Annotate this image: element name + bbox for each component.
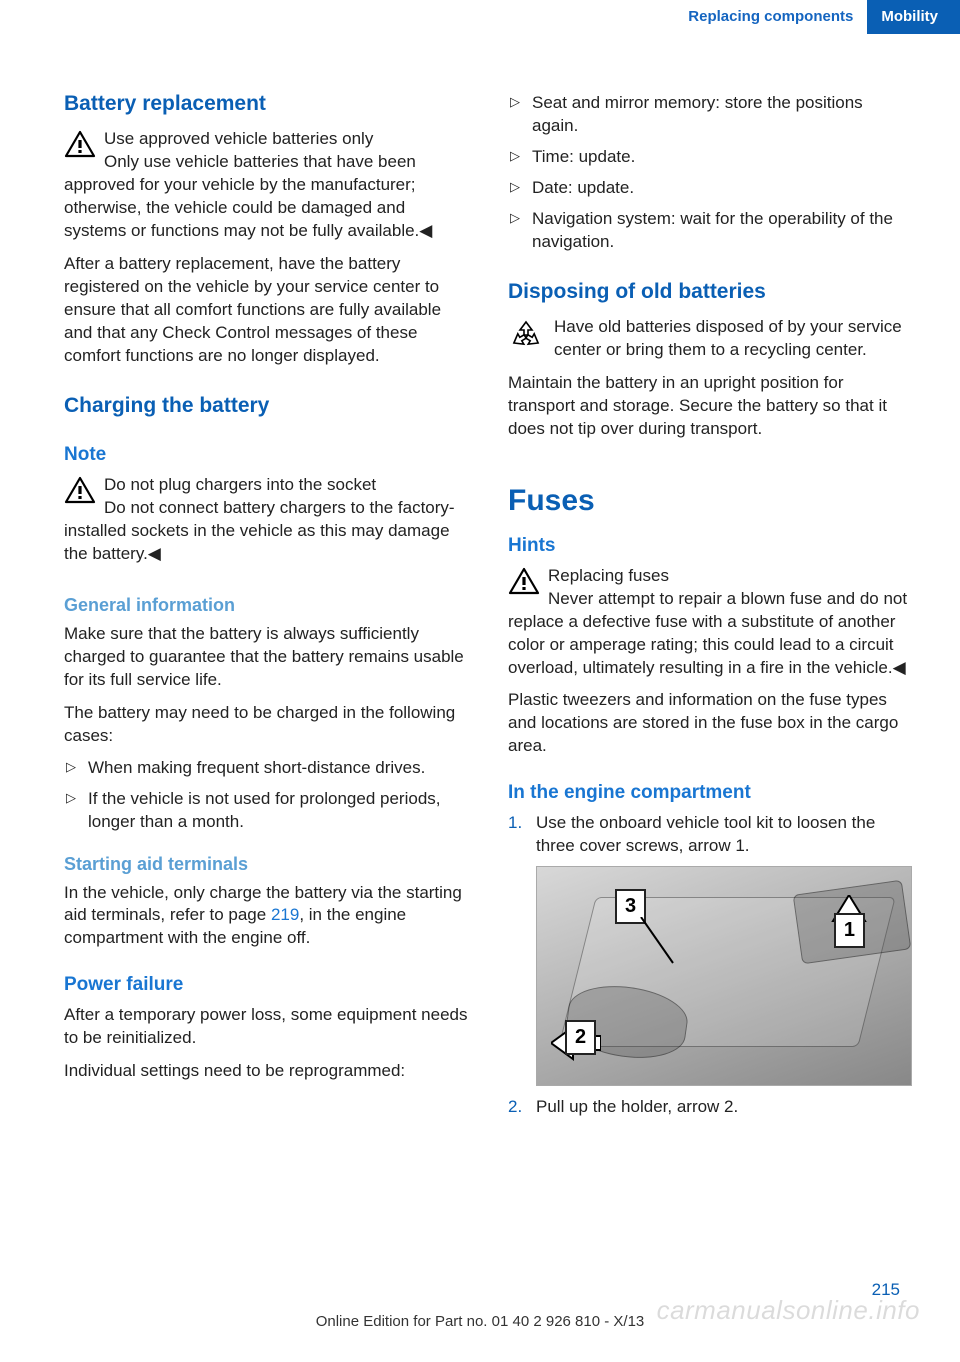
warning-replacing-fuses: Replacing fuses Never attempt to repair … [508, 565, 912, 680]
paragraph-dispose-1: Have old batteries disposed of by your s… [508, 316, 912, 362]
warning-title: Use approved vehicle batteries only [104, 129, 373, 148]
figure-engine-compartment: 1 2 3 [536, 866, 912, 1086]
breadcrumb-chapter: Mobility [867, 0, 960, 34]
paragraph-tweezers: Plastic tweezers and information on the … [508, 689, 912, 758]
paragraph-starting-aid: In the vehicle, only charge the battery … [64, 882, 468, 951]
left-column: Battery replacement Use approved vehicle… [64, 90, 468, 1127]
list-reprogram: Seat and mirror memory: store the positi… [508, 92, 912, 254]
heading-disposing-batteries: Disposing of old batteries [508, 278, 912, 306]
recycle-icon [508, 318, 544, 354]
paragraph-gen-2: The battery may need to be charged in th… [64, 702, 468, 748]
warning-body: Never attempt to repair a blown fuse and… [508, 589, 907, 677]
heading-battery-replacement: Battery replacement [64, 90, 468, 118]
step-text: Use the onboard vehicle tool kit to loos… [536, 813, 875, 855]
warning-approved-batteries: Use approved vehicle batteries only Only… [64, 128, 468, 243]
text-fragment: Have old batteries disposed of by your s… [554, 317, 902, 359]
warning-title: Replacing fuses [548, 566, 669, 585]
page-link-219[interactable]: 219 [271, 905, 299, 924]
heading-note: Note [64, 442, 468, 468]
heading-charging-battery: Charging the battery [64, 392, 468, 420]
paragraph-gen-1: Make sure that the battery is always suf… [64, 623, 468, 692]
list-item: Time: update. [532, 146, 912, 169]
figure-label-2: 2 [565, 1020, 596, 1055]
right-column: Seat and mirror memory: store the positi… [508, 90, 912, 1127]
pointer-3-icon [637, 917, 677, 967]
heading-hints: Hints [508, 533, 912, 559]
paragraph-power-1: After a temporary power loss, some equip… [64, 1004, 468, 1050]
heading-fuses: Fuses [508, 481, 912, 522]
page-body: Battery replacement Use approved vehicle… [0, 34, 960, 1127]
paragraph-register-battery: After a battery replacement, have the ba… [64, 253, 468, 368]
step-2: 2.Pull up the holder, arrow 2. [536, 1096, 912, 1119]
page-header: Replacing components Mobility [0, 0, 960, 34]
warning-title: Do not plug chargers into the socket [104, 475, 376, 494]
list-item: If the vehicle is not used for prolonged… [88, 788, 468, 834]
heading-general-information: General information [64, 593, 468, 617]
paragraph-dispose-2: Maintain the battery in an upright posit… [508, 372, 912, 441]
step-1: 1.Use the onboard vehicle tool kit to lo… [536, 812, 912, 1086]
list-charge-cases: When making frequent short-distance driv… [64, 757, 468, 834]
warning-icon [64, 130, 96, 158]
step-text: Pull up the holder, arrow 2. [536, 1097, 738, 1116]
warning-icon [508, 567, 540, 595]
steps-engine-compartment: 1.Use the onboard vehicle tool kit to lo… [508, 812, 912, 1119]
list-item: Seat and mirror memory: store the positi… [532, 92, 912, 138]
warning-icon [64, 476, 96, 504]
warning-body: Only use vehicle batteries that have bee… [64, 152, 432, 240]
paragraph-power-2: Individual settings need to be reprogram… [64, 1060, 468, 1083]
heading-power-failure: Power failure [64, 972, 468, 998]
breadcrumb-section: Replacing components [674, 0, 867, 34]
heading-engine-compartment: In the engine compartment [508, 780, 912, 806]
list-item: When making frequent short-distance driv… [88, 757, 468, 780]
warning-body: Do not connect battery chargers to the f… [64, 498, 455, 563]
figure-label-1: 1 [834, 913, 865, 948]
list-item: Navigation system: wait for the operabil… [532, 208, 912, 254]
warning-no-chargers: Do not plug chargers into the socket Do … [64, 474, 468, 566]
list-item: Date: update. [532, 177, 912, 200]
heading-starting-aid: Starting aid terminals [64, 852, 468, 876]
watermark: carmanualsonline.info [657, 1293, 920, 1328]
